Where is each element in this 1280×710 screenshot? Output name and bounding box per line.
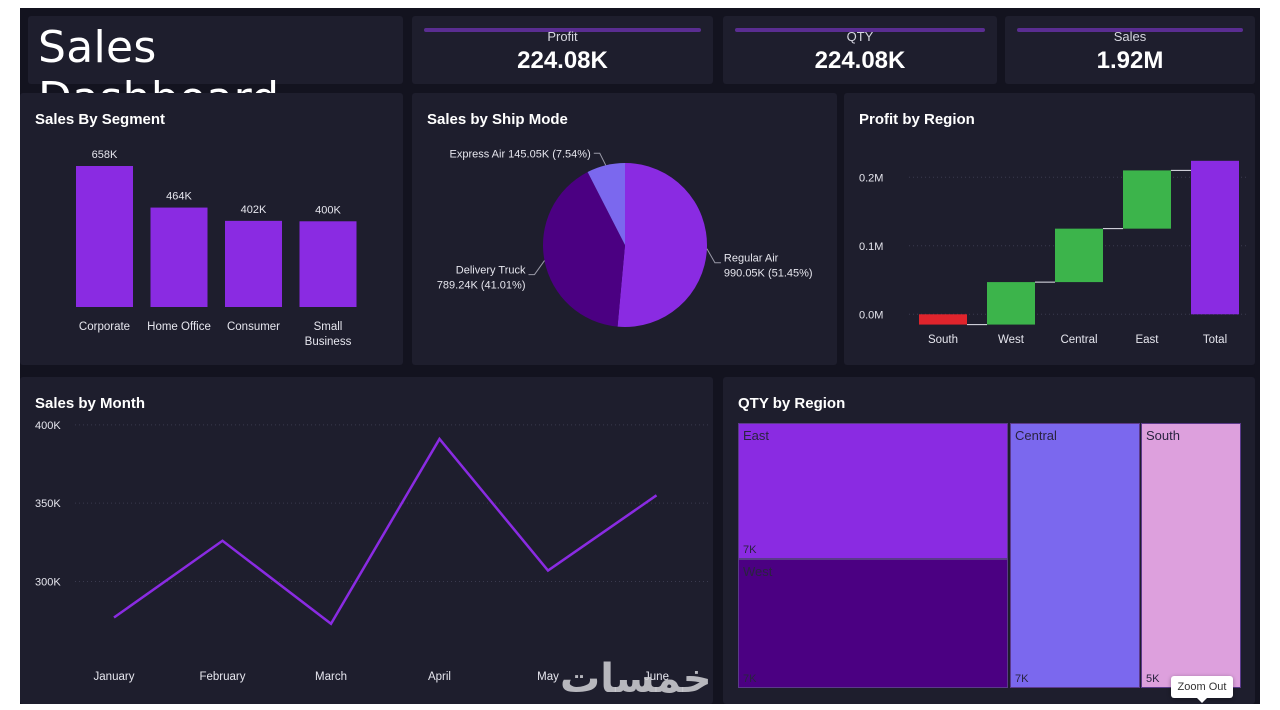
- y-tick-label: 0.2M: [859, 172, 883, 184]
- bar-data-label: 400K: [315, 204, 341, 216]
- waterfall-bar: [919, 314, 967, 325]
- x-tick-label: Home Office: [147, 321, 211, 333]
- x-tick-label: South: [928, 334, 958, 346]
- bar-data-label: 658K: [92, 149, 118, 161]
- kpi-label: Profit: [547, 29, 578, 44]
- sales-by-ship-mode-card[interactable]: Sales by Ship Mode Regular Air 990.05K (5…: [412, 93, 837, 365]
- segment-bar: [299, 221, 357, 307]
- qty-by-region-card[interactable]: QTY by Region East 7K West 7K Central 7K…: [723, 377, 1255, 704]
- segment-bar: [76, 166, 133, 307]
- sales-by-month-card[interactable]: Sales by Month 300K 350K 400K January Februa…: [20, 377, 713, 704]
- pie-label: 990.05K (51.45%): [724, 268, 813, 280]
- segment-bar: [225, 220, 282, 307]
- kpi-accent-bar: [1017, 28, 1243, 32]
- x-tick-label: January: [94, 671, 135, 683]
- pie-leader-line: [706, 248, 721, 264]
- chart-title: Sales by Ship Mode: [427, 111, 568, 128]
- kpi-value: 1.92M: [1096, 47, 1164, 74]
- chart-title: QTY by Region: [738, 395, 846, 412]
- kpi-card-sales[interactable]: Sales 1.92M: [1005, 16, 1255, 84]
- title-card: Sales Dashboard: [28, 16, 403, 124]
- x-tick-label: Consumer: [227, 321, 280, 333]
- sales-by-segment-chart: 658K Corporate 464K Home Office 402K Consumer…: [76, 149, 357, 348]
- waterfall-bar: [1123, 170, 1171, 229]
- x-tick-label: June: [644, 671, 669, 683]
- profit-by-region-card[interactable]: Profit by Region 0.0M 0.1M 0.2M South West Ce…: [844, 93, 1255, 365]
- pie-slice: [587, 163, 625, 245]
- treemap-cell-east[interactable]: East 7K: [738, 423, 1008, 559]
- pie-slice: [543, 172, 625, 327]
- waterfall-bar: [1055, 228, 1103, 283]
- x-tick-label: February: [199, 671, 245, 683]
- kpi-value: 224.08K: [517, 47, 608, 74]
- chart-title: Sales by Month: [35, 395, 146, 412]
- pie-leader-line: [593, 152, 607, 166]
- sales-by-month-chart: 300K 350K 400K January February March April May…: [35, 420, 710, 683]
- kpi-card-qty[interactable]: QTY 224.08K: [723, 16, 997, 84]
- y-tick-label: 300K: [35, 577, 61, 589]
- y-tick-label: 0.0M: [859, 309, 883, 321]
- pie-leader-line: [528, 260, 545, 276]
- bar-data-label: 402K: [241, 204, 267, 216]
- x-tick-label: Small: [314, 321, 343, 333]
- waterfall-bar: [1191, 160, 1239, 315]
- x-tick-label: May: [537, 671, 559, 683]
- sales-line-series: [113, 436, 658, 626]
- zoom-out-tooltip[interactable]: Zoom Out: [1171, 676, 1233, 703]
- profit-by-region-chart: 0.0M 0.1M 0.2M South West Central East Total: [859, 160, 1249, 346]
- chart-title: Sales By Segment: [35, 111, 166, 128]
- treemap-label: West: [743, 564, 773, 579]
- pie-label: Delivery Truck: [456, 265, 526, 277]
- kpi-label: Sales: [1113, 29, 1147, 44]
- treemap-cell-south[interactable]: South 5K: [1141, 423, 1241, 688]
- y-tick-label: 400K: [35, 420, 61, 432]
- kpi-accent-bar: [424, 28, 701, 32]
- treemap-value: 5K: [1146, 673, 1160, 685]
- x-tick-label: Central: [1060, 334, 1097, 346]
- kpi-value: 224.08K: [814, 47, 906, 74]
- sales-by-segment-card[interactable]: Sales By Segment 658K Corporate 464K Home O…: [20, 93, 403, 365]
- waterfall-bar: [987, 282, 1035, 325]
- kpi-card-profit[interactable]: Profit 224.08K: [412, 16, 713, 84]
- x-tick-label: West: [998, 334, 1025, 346]
- treemap-value: 7K: [743, 673, 757, 685]
- x-tick-label: March: [315, 671, 347, 683]
- treemap-value: 7K: [743, 544, 757, 556]
- watermark: خمسات: [560, 656, 712, 702]
- treemap-cell-central[interactable]: Central 7K: [1010, 423, 1140, 688]
- x-tick-label: Corporate: [79, 321, 130, 333]
- segment-bar: [150, 207, 208, 307]
- treemap-label: East: [743, 428, 770, 443]
- pie-label: Regular Air: [724, 253, 779, 265]
- y-tick-label: 350K: [35, 498, 61, 510]
- treemap-label: South: [1146, 428, 1180, 443]
- treemap-label: Central: [1015, 428, 1057, 443]
- chart-title: Profit by Region: [859, 111, 975, 128]
- y-tick-label: 0.1M: [859, 241, 883, 253]
- pie-label: Express Air 145.05K (7.54%): [450, 148, 591, 160]
- treemap-value: 7K: [1015, 673, 1029, 685]
- x-tick-label: Total: [1203, 334, 1227, 346]
- kpi-label: QTY: [846, 29, 874, 44]
- bar-data-label: 464K: [166, 191, 192, 203]
- kpi-accent-bar: [735, 28, 985, 32]
- x-tick-label: East: [1135, 334, 1159, 346]
- pie-slice: [617, 163, 708, 327]
- pie-label: 789.24K (41.01%): [437, 280, 526, 292]
- sales-by-ship-mode-chart: Regular Air 990.05K (51.45%) Delivery Truc…: [437, 148, 813, 327]
- x-tick-label: April: [428, 671, 451, 683]
- x-tick-label: Business: [305, 336, 352, 348]
- treemap-cell-west[interactable]: West 7K: [738, 559, 1008, 688]
